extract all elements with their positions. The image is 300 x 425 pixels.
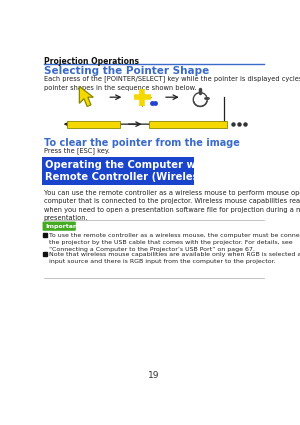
Text: Press the [ESC] key.: Press the [ESC] key. xyxy=(44,147,110,154)
Polygon shape xyxy=(79,86,93,106)
Text: Each press of the [POINTER/SELECT] key while the pointer is displayed cycles thr: Each press of the [POINTER/SELECT] key w… xyxy=(44,76,300,91)
Text: To use the remote controller as a wireless mouse, the computer must be connected: To use the remote controller as a wirele… xyxy=(49,233,300,252)
Bar xyxy=(67,121,120,128)
Text: Note that wireless mouse capabilities are available only when RGB is selected as: Note that wireless mouse capabilities ar… xyxy=(49,252,300,264)
Text: Selecting the Pointer Shape: Selecting the Pointer Shape xyxy=(44,66,209,76)
Bar xyxy=(149,121,226,128)
Text: Projection Operations: Projection Operations xyxy=(44,57,139,66)
Bar xyxy=(42,157,194,185)
Text: Remote Controller (Wireless Mouse): Remote Controller (Wireless Mouse) xyxy=(45,172,249,182)
Text: You can use the remote controller as a wireless mouse to perform mouse operation: You can use the remote controller as a w… xyxy=(44,190,300,221)
Text: 19: 19 xyxy=(148,371,160,380)
Text: To clear the pointer from the image: To clear the pointer from the image xyxy=(44,138,240,148)
FancyBboxPatch shape xyxy=(43,221,76,231)
Text: Important!: Important! xyxy=(45,224,83,229)
Text: Operating the Computer with the: Operating the Computer with the xyxy=(45,160,233,170)
